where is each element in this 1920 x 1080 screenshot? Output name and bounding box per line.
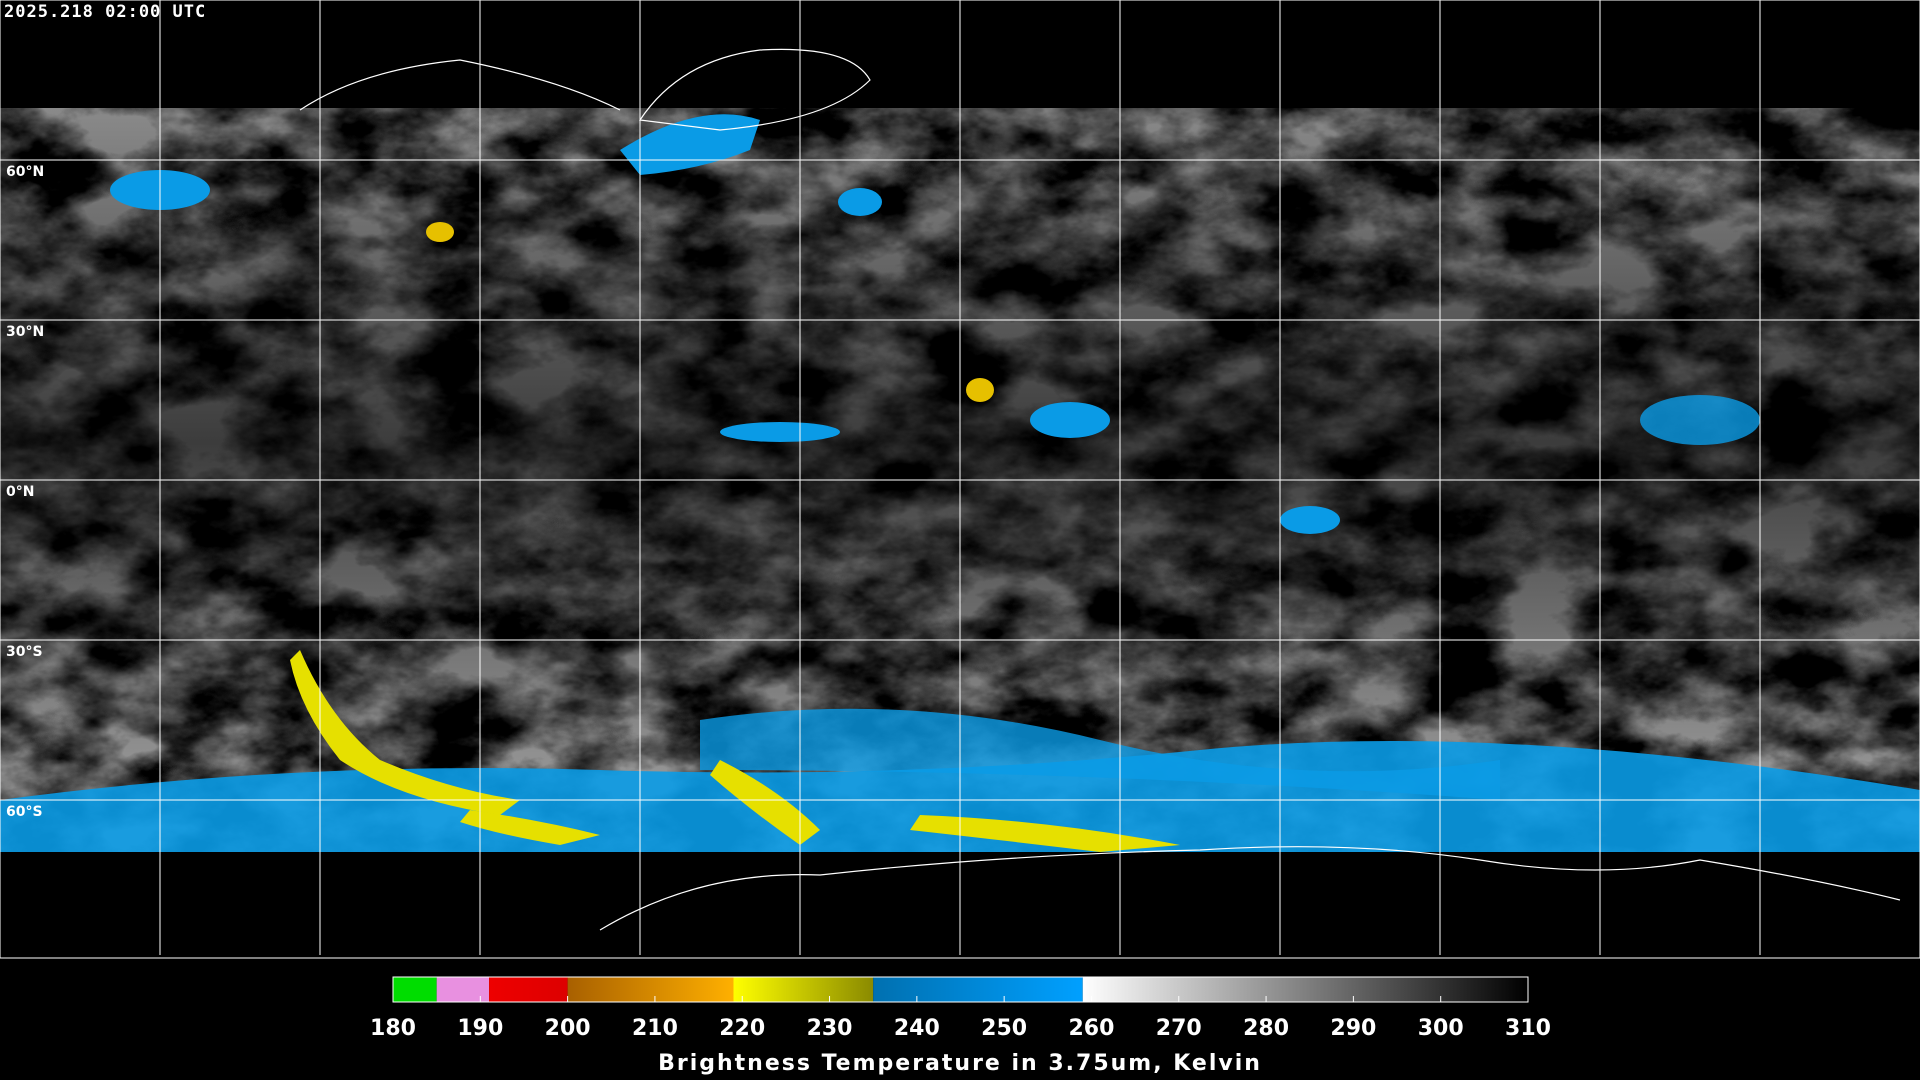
colorbar-segment <box>567 977 734 1002</box>
latitude-label: 30°N <box>6 324 44 340</box>
convective-cell <box>426 222 454 242</box>
colorbar-tick-label: 280 <box>1243 1016 1289 1041</box>
colorbar-segment <box>1082 977 1528 1002</box>
colorbar-tick-label: 240 <box>894 1016 940 1041</box>
cold-cloud-top <box>710 760 820 845</box>
latitude-label: 60°N <box>6 164 44 180</box>
colorbar-tick-label: 310 <box>1505 1016 1551 1041</box>
colorbar-segment <box>733 977 874 1002</box>
map-frame <box>0 0 1920 959</box>
longitude-lines <box>159 0 1761 955</box>
colorbar-frame <box>392 976 1529 1003</box>
cold-cloud-top <box>910 815 1180 852</box>
coastline <box>599 846 1901 931</box>
convective-cell <box>966 378 994 402</box>
cold-cloud-top <box>290 650 520 815</box>
colorbar-tick-label: 210 <box>632 1016 678 1041</box>
convective-cell <box>1030 402 1110 438</box>
latitude-label: 30°S <box>6 644 43 660</box>
colorbar-segment <box>489 977 568 1002</box>
colorbar-label: Brightness Temperature in 3.75um, Kelvin <box>658 1051 1262 1076</box>
colorbar-tick-label: 260 <box>1068 1016 1114 1041</box>
colorbar-tick-label: 300 <box>1418 1016 1464 1041</box>
cold-cloud-top <box>460 810 600 845</box>
latitude-label: 60°S <box>6 804 43 820</box>
colorbar-segment <box>436 977 490 1002</box>
colorbar-tick-label: 190 <box>457 1016 503 1041</box>
colorbar-tick-label: 180 <box>370 1016 416 1041</box>
convective-cell <box>838 188 882 216</box>
colorbar-tick-label: 200 <box>545 1016 591 1041</box>
convective-cell <box>1640 395 1760 445</box>
colorbar-tick-label: 290 <box>1330 1016 1376 1041</box>
colorbar-segment <box>393 977 437 1002</box>
cold-cloud-band <box>700 708 1500 800</box>
convective-cell <box>1280 506 1340 534</box>
colorbar-tick-label: 270 <box>1156 1016 1202 1041</box>
coastline <box>299 59 621 111</box>
colorbar-tick-label: 250 <box>981 1016 1027 1041</box>
timestamp: 2025.218 02:00 UTC <box>4 2 206 22</box>
latitude-label: 0°N <box>6 484 34 500</box>
colorbar-tick-label: 220 <box>719 1016 765 1041</box>
colorbar-segment <box>873 977 1083 1002</box>
convective-cell <box>720 422 840 442</box>
colorbar-tick-label: 230 <box>807 1016 853 1041</box>
